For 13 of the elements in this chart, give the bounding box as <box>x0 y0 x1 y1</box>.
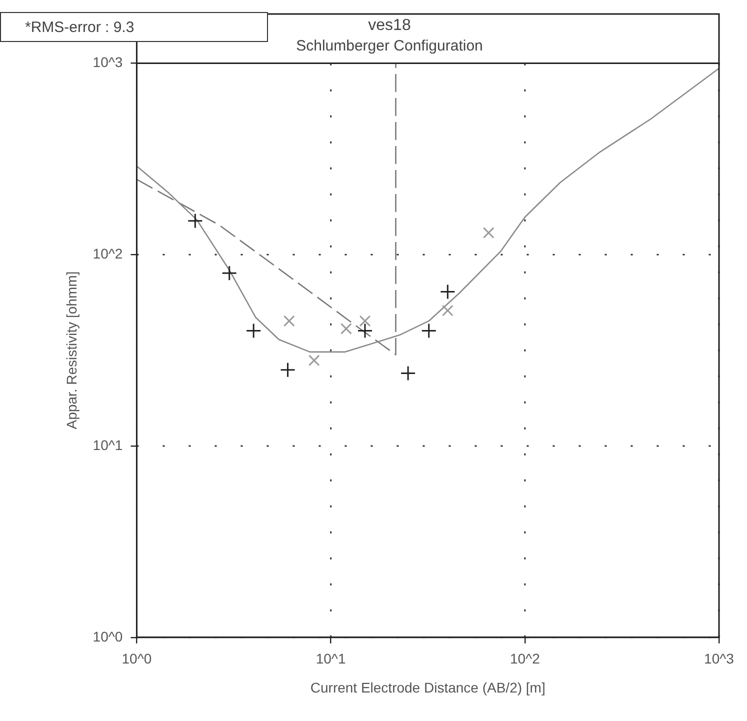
y-tick-label: 10^2 <box>92 245 123 262</box>
chart-title: ves18 <box>368 17 411 34</box>
y-axis-title: Appar. Resistivity [ohmm] <box>63 271 80 430</box>
x-tick-label: 10^2 <box>510 650 540 667</box>
y-tick-label: 10^1 <box>92 436 123 453</box>
x-tick-label: 10^0 <box>122 650 152 667</box>
y-tick-label: 10^0 <box>92 628 123 644</box>
x-tick-label: 10^3 <box>704 650 734 667</box>
text: *RMS-error : 9.3 <box>0 12 268 42</box>
x-tick-label: 10^1 <box>316 650 346 667</box>
y-tick-label: 10^3 <box>92 54 123 70</box>
x-axis-title: Current Electrode Distance (AB/2) [m] <box>310 679 546 696</box>
chart-subtitle: Schlumberger Configuration <box>296 37 483 54</box>
